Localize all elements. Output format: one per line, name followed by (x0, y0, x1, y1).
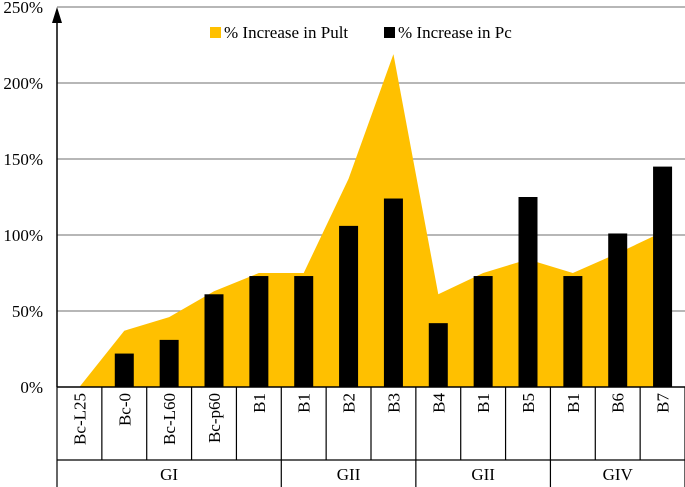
y-tick-label: 100% (3, 226, 43, 245)
x-category-label: Bc-L60 (160, 393, 179, 445)
pc-bar-14 (653, 166, 673, 387)
x-category-label: Bc-L25 (70, 393, 89, 445)
pc-bar-13 (608, 233, 628, 387)
pc-bar-6 (294, 276, 314, 387)
x-category-label: B2 (340, 393, 359, 413)
y-tick-label: 250% (3, 0, 43, 17)
pc-bar-3 (159, 339, 179, 387)
pc-bar-8 (383, 198, 403, 387)
x-category-label: B7 (654, 393, 673, 413)
pc-bar-11 (518, 197, 538, 387)
x-category-label: B1 (250, 393, 269, 413)
pc-bar-5 (249, 276, 269, 387)
pc-bar-2 (114, 353, 134, 387)
y-tick-label: 150% (3, 150, 43, 169)
x-category-label: B1 (295, 393, 314, 413)
pc-bar-9 (428, 323, 448, 387)
x-category-label: B3 (384, 393, 403, 413)
y-tick-label: 50% (12, 302, 43, 321)
x-category-label: B1 (564, 393, 583, 413)
legend-label-2: % Increase in Pc (398, 23, 512, 42)
y-tick-labels: 0% 50% 100% 150% 200% 250% (3, 0, 43, 397)
y-axis-arrow (52, 7, 62, 23)
pc-bar-series (114, 166, 673, 387)
pc-bar-4 (204, 294, 224, 387)
legend-label-1: % Increase in Pult (224, 23, 348, 42)
x-category-label: B6 (609, 393, 628, 413)
y-tick-label: 200% (3, 74, 43, 93)
x-category-label: B1 (474, 393, 493, 413)
pc-bar-7 (339, 225, 359, 387)
x-category-label: Bc-0 (115, 393, 134, 426)
x-category-labels: Bc-L25 Bc-0 Bc-L60 Bc-p60 B1 B1 B2 B3 B4 B1 B5 B1 B6… (70, 393, 672, 445)
pult-area (79, 54, 663, 388)
x-group-labels: GI GII GII GIV (160, 465, 633, 484)
pc-bar-10 (473, 276, 493, 387)
pult-area-series (79, 54, 663, 388)
pc-bar-12 (563, 276, 583, 387)
x-group-label: GIV (603, 465, 634, 484)
y-tick-label: 0% (20, 378, 43, 397)
legend: % Increase in Pult % Increase in Pc (210, 23, 512, 42)
x-category-label: B5 (519, 393, 538, 413)
legend-swatch-1 (210, 27, 221, 38)
x-group-label: GII (471, 465, 495, 484)
x-group-label: GII (337, 465, 361, 484)
x-category-label: B4 (429, 393, 448, 413)
axes (52, 7, 685, 487)
x-category-label: Bc-p60 (205, 393, 224, 443)
x-group-label: GI (160, 465, 178, 484)
legend-swatch-2 (384, 27, 395, 38)
